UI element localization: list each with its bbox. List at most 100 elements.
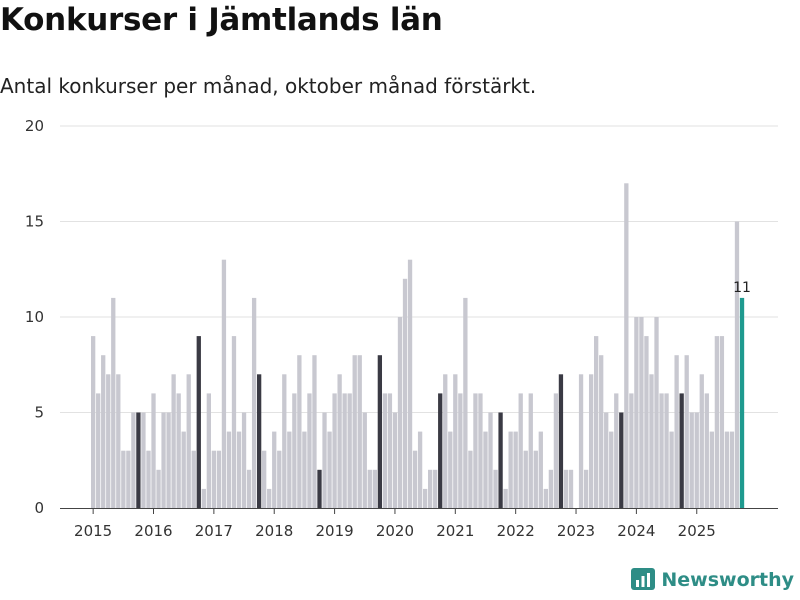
bar-chart-logo-icon [631,568,656,590]
x-tick-label: 2017 [195,522,233,540]
bar [221,259,227,508]
y-tick-label: 0 [34,499,44,517]
bar [453,374,458,508]
bar [649,374,654,508]
bar [166,412,171,508]
bar [267,488,272,508]
bar [352,355,357,508]
bar-october [619,412,624,508]
x-tick-label: 2019 [315,522,353,540]
bar [201,488,206,508]
bar [292,393,297,508]
x-tick-label: 2018 [255,522,293,540]
bar [186,374,191,508]
bar [458,393,463,508]
bar [251,297,257,508]
bar [151,393,156,508]
bar [126,450,131,508]
data-labels: 11 [733,280,751,296]
bar [528,393,533,508]
bar [433,469,438,508]
bar [644,336,649,508]
bar [337,374,342,508]
chart-title: Konkurser i Jämtlands län [0,2,443,38]
bar [729,431,735,508]
bar [357,355,362,508]
bar [402,278,408,508]
x-tick-label: 2022 [497,522,535,540]
bar [553,393,559,508]
bar [146,450,151,508]
bar [262,450,267,508]
bar [463,297,468,508]
chart-subtitle: Antal konkurser per månad, oktober månad… [0,74,537,98]
x-tick-label: 2023 [557,522,595,540]
bar [417,431,423,508]
bar [523,450,528,508]
bar [694,412,699,508]
bar [297,355,302,508]
bar [211,450,217,508]
bar [116,374,121,508]
bar-october [317,469,322,508]
bar [397,317,403,508]
bar [624,183,629,509]
bar [387,393,393,508]
bar [367,469,372,508]
bar [699,374,704,508]
bar-october [256,374,262,508]
y-tick-label: 20 [25,117,44,135]
bar-october [438,393,443,508]
bar [719,336,725,508]
bar [634,317,639,508]
bar [347,393,352,508]
bar [734,221,740,508]
bar [568,469,574,508]
bar [171,374,176,508]
bar [513,431,518,508]
bar [161,412,166,508]
bar [518,393,523,508]
bar [478,393,483,508]
bar [428,469,433,508]
bar [594,336,599,508]
x-tick-label: 2020 [376,522,414,540]
bar [141,412,146,508]
bar [392,412,398,508]
bar [448,431,453,508]
newsworthy-logo: Newsworthy [631,568,794,592]
bar [709,431,714,508]
y-tick-label: 5 [34,404,44,422]
bar-october [196,336,201,508]
bar [181,431,186,508]
bar [578,374,584,508]
bar [669,431,674,508]
bar [548,469,554,508]
bar [714,336,720,508]
bar [96,393,101,508]
bar [422,488,428,508]
bar-chart: 0 5 10 15 20 2015 2016 2017 2018 2019 2020 2021 202… [25,117,778,540]
bar [704,393,709,508]
bar [372,469,377,508]
gridlines [60,125,778,413]
bars [91,183,745,509]
bar [583,469,589,508]
y-axis: 0 5 10 15 20 [25,117,44,517]
bar [543,488,548,508]
bar [176,393,181,508]
bar [307,393,312,508]
bar [91,336,96,508]
bar [609,431,614,508]
bar [563,469,569,508]
bar [101,355,106,508]
bar-october [558,374,564,508]
x-tick-label: 2016 [134,522,172,540]
bar-october [136,412,141,508]
x-tick-label: 2024 [617,522,655,540]
bar [156,469,161,508]
y-tick-label: 10 [25,308,44,326]
bar [382,393,388,508]
bar [473,393,478,508]
bar [412,450,418,508]
